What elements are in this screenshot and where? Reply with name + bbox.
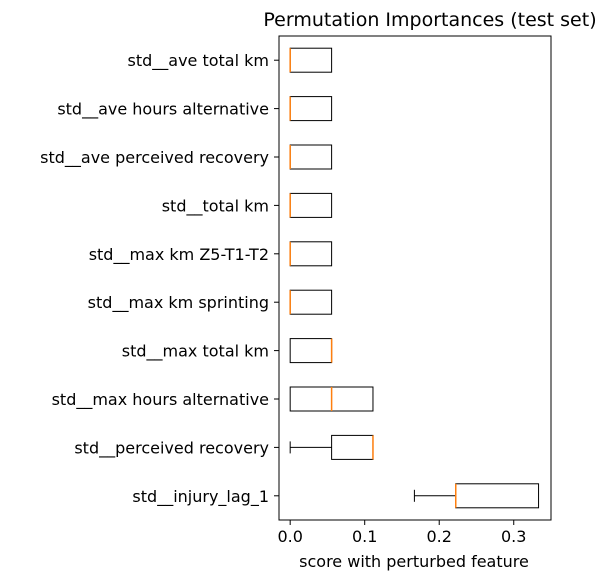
- x-axis-label: score with perturbed feature: [299, 552, 529, 571]
- y-tick-label: std__max km sprinting: [88, 293, 269, 313]
- box: [289, 47, 333, 73]
- y-tick-label: std__perceived recovery: [74, 438, 269, 458]
- chart-title: Permutation Importances (test set): [263, 9, 596, 31]
- y-tick-label: std__ave perceived recovery: [40, 148, 269, 168]
- y-tick-label: std__ave total km: [128, 51, 270, 71]
- y-tick-label: std__max km Z5-T1-T2: [89, 245, 269, 265]
- y-tick-label: std__ave hours alternative: [57, 100, 269, 120]
- box: [289, 241, 333, 267]
- plot-area: 0.0 0.1 0.2 0.3 std__ave total km std__ave ho…: [40, 35, 552, 546]
- y-tick-label: std__max total km: [122, 342, 269, 362]
- box: [289, 144, 333, 170]
- x-tick-label: 0.0: [277, 527, 302, 546]
- x-tick-label: 0.1: [352, 527, 377, 546]
- x-tick-label: 0.3: [501, 527, 526, 546]
- x-tick-label: 0.2: [426, 527, 451, 546]
- box: [331, 434, 374, 460]
- box: [289, 96, 333, 122]
- box: [455, 483, 540, 509]
- y-tick-label: std__total km: [162, 196, 269, 216]
- y-tick-label: std__max hours alternative: [52, 390, 269, 410]
- box: [289, 289, 333, 315]
- plot-frame: [278, 35, 552, 521]
- box: [289, 338, 333, 364]
- y-tick-label: std__injury_lag_1: [132, 487, 269, 507]
- box: [289, 192, 333, 218]
